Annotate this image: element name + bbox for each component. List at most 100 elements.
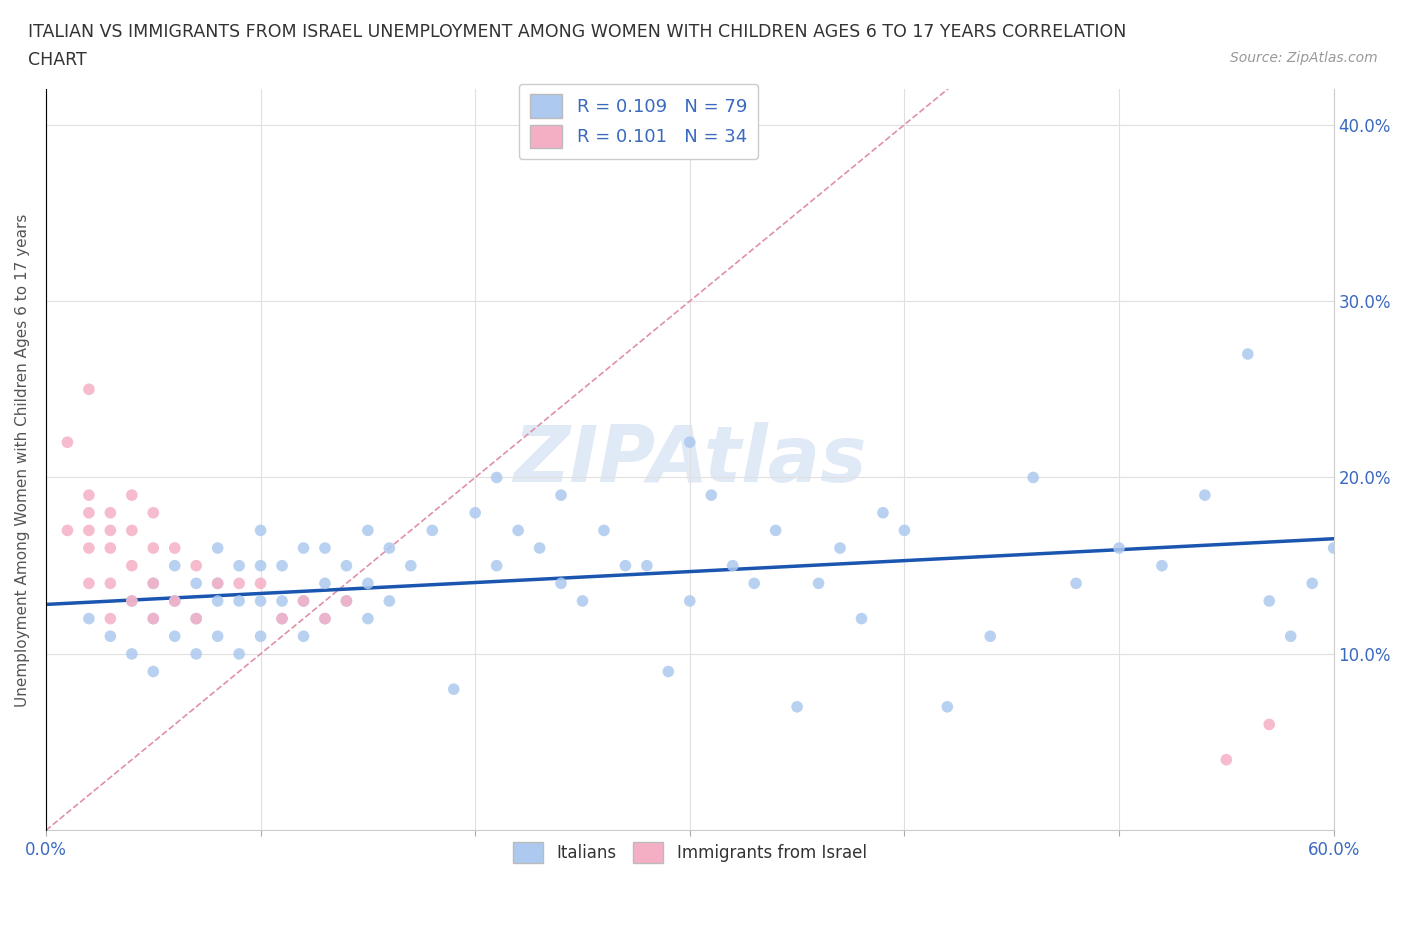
Point (1150, 558, 1173, 573)
Point (1258, 717, 1281, 732)
Point (142, 540, 165, 555)
Point (121, 646, 143, 661)
Point (464, 505, 486, 520)
Point (98, 576, 121, 591)
Y-axis label: Unemployment Among Women with Children Ages 6 to 17 years: Unemployment Among Women with Children A… (15, 213, 30, 707)
Point (357, 611, 380, 626)
Point (508, 523, 530, 538)
Point (828, 540, 851, 555)
Point (807, 576, 830, 591)
Point (292, 593, 315, 608)
Point (163, 629, 186, 644)
Point (228, 593, 250, 608)
Point (228, 646, 250, 661)
Point (163, 540, 186, 555)
Point (98, 611, 121, 626)
Point (292, 593, 315, 608)
Point (721, 558, 744, 573)
Point (550, 487, 572, 502)
Point (77, 505, 100, 520)
Point (335, 593, 357, 608)
Point (700, 487, 723, 502)
Point (1236, 347, 1258, 362)
Point (936, 699, 959, 714)
Point (1064, 576, 1087, 591)
Point (292, 629, 315, 644)
Point (77, 540, 100, 555)
Point (98, 629, 121, 644)
Point (228, 558, 250, 573)
Point (485, 470, 508, 485)
Point (142, 611, 165, 626)
Point (335, 593, 357, 608)
Point (207, 629, 229, 644)
Point (765, 523, 787, 538)
Point (1279, 629, 1302, 644)
Text: Source: ZipAtlas.com: Source: ZipAtlas.com (1230, 51, 1378, 65)
Point (142, 664, 165, 679)
Point (77, 611, 100, 626)
Point (593, 523, 616, 538)
Point (77, 523, 100, 538)
Point (893, 523, 915, 538)
Point (679, 593, 702, 608)
Text: ZIPAtlas: ZIPAtlas (513, 422, 866, 498)
Point (420, 523, 443, 538)
Text: ITALIAN VS IMMIGRANTS FROM ISRAEL UNEMPLOYMENT AMONG WOMEN WITH CHILDREN AGES 6 : ITALIAN VS IMMIGRANTS FROM ISRAEL UNEMPL… (28, 23, 1126, 41)
Point (357, 576, 380, 591)
Point (186, 611, 208, 626)
Point (121, 593, 143, 608)
Point (314, 611, 336, 626)
Point (56, 434, 79, 449)
Point (314, 576, 336, 591)
Point (98, 540, 121, 555)
Point (851, 611, 873, 626)
Point (142, 505, 165, 520)
Point (271, 611, 294, 626)
Point (163, 558, 186, 573)
Point (56, 523, 79, 538)
Point (679, 434, 702, 449)
Point (249, 523, 271, 538)
Point (550, 576, 572, 591)
Point (571, 593, 593, 608)
Point (228, 576, 250, 591)
Point (207, 540, 229, 555)
Point (399, 558, 422, 573)
Point (163, 593, 186, 608)
Point (249, 558, 271, 573)
Point (636, 558, 658, 573)
Point (186, 576, 208, 591)
Text: CHART: CHART (28, 51, 87, 69)
Point (121, 593, 143, 608)
Point (77, 382, 100, 397)
Point (292, 540, 315, 555)
Point (249, 593, 271, 608)
Point (98, 505, 121, 520)
Point (357, 523, 380, 538)
Point (529, 540, 551, 555)
Point (786, 699, 808, 714)
Point (1323, 540, 1346, 555)
Point (207, 593, 229, 608)
Point (335, 558, 357, 573)
Point (142, 576, 165, 591)
Point (77, 487, 100, 502)
Point (98, 523, 121, 538)
Point (271, 593, 294, 608)
Point (121, 523, 143, 538)
Point (314, 611, 336, 626)
Point (1258, 593, 1281, 608)
Point (1022, 470, 1045, 485)
Point (378, 593, 401, 608)
Point (1108, 540, 1130, 555)
Legend: Italians, Immigrants from Israel: Italians, Immigrants from Israel (506, 835, 873, 870)
Point (186, 646, 208, 661)
Point (314, 540, 336, 555)
Point (77, 576, 100, 591)
Point (142, 611, 165, 626)
Point (443, 682, 465, 697)
Point (186, 611, 208, 626)
Point (271, 611, 294, 626)
Point (1301, 576, 1323, 591)
